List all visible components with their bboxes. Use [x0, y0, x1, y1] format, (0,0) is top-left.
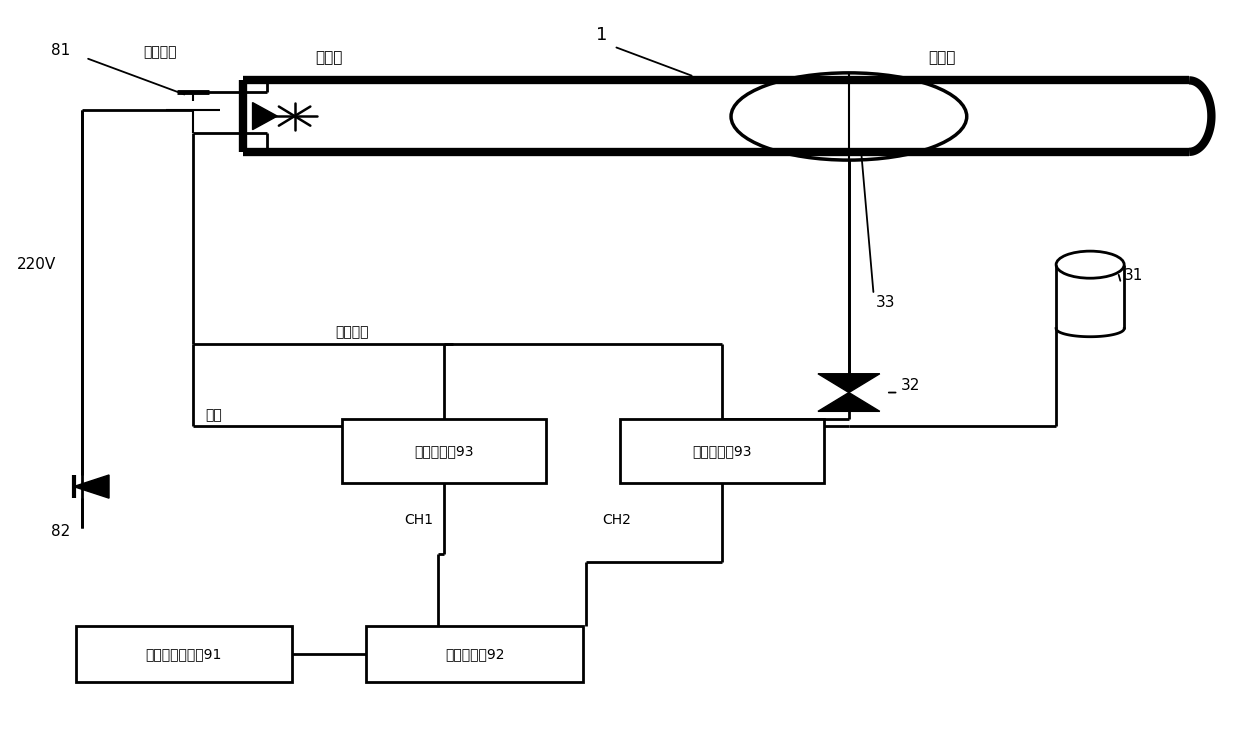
Text: 点火段: 点火段 [315, 51, 343, 65]
Bar [76, 626, 293, 683]
Text: CH2: CH2 [601, 513, 631, 528]
Text: 高压正极: 高压正极 [144, 45, 177, 60]
Bar [366, 626, 583, 683]
Polygon shape [73, 475, 109, 498]
Text: 低压正极: 低压正极 [336, 325, 370, 339]
Polygon shape [253, 103, 278, 130]
Text: 实验段: 实验段 [928, 51, 955, 65]
Text: 32: 32 [901, 378, 920, 393]
Bar [620, 419, 825, 482]
Text: 固体继电器93: 固体继电器93 [692, 444, 751, 458]
Polygon shape [818, 393, 880, 411]
Text: 时间延时器92: 时间延时器92 [445, 647, 505, 661]
Bar [342, 419, 546, 482]
Text: 地线: 地线 [206, 408, 222, 422]
Polygon shape [818, 374, 880, 393]
Text: 31: 31 [1123, 269, 1143, 283]
Text: 33: 33 [877, 294, 895, 310]
Text: 固体继电器93: 固体继电器93 [414, 444, 474, 458]
Text: 82: 82 [51, 524, 71, 539]
Text: 81: 81 [51, 43, 71, 58]
Text: 1: 1 [595, 26, 608, 45]
Text: CH1: CH1 [404, 513, 433, 528]
Text: 220V: 220V [16, 257, 56, 272]
Text: 函数信号发生器91: 函数信号发生器91 [145, 647, 222, 661]
